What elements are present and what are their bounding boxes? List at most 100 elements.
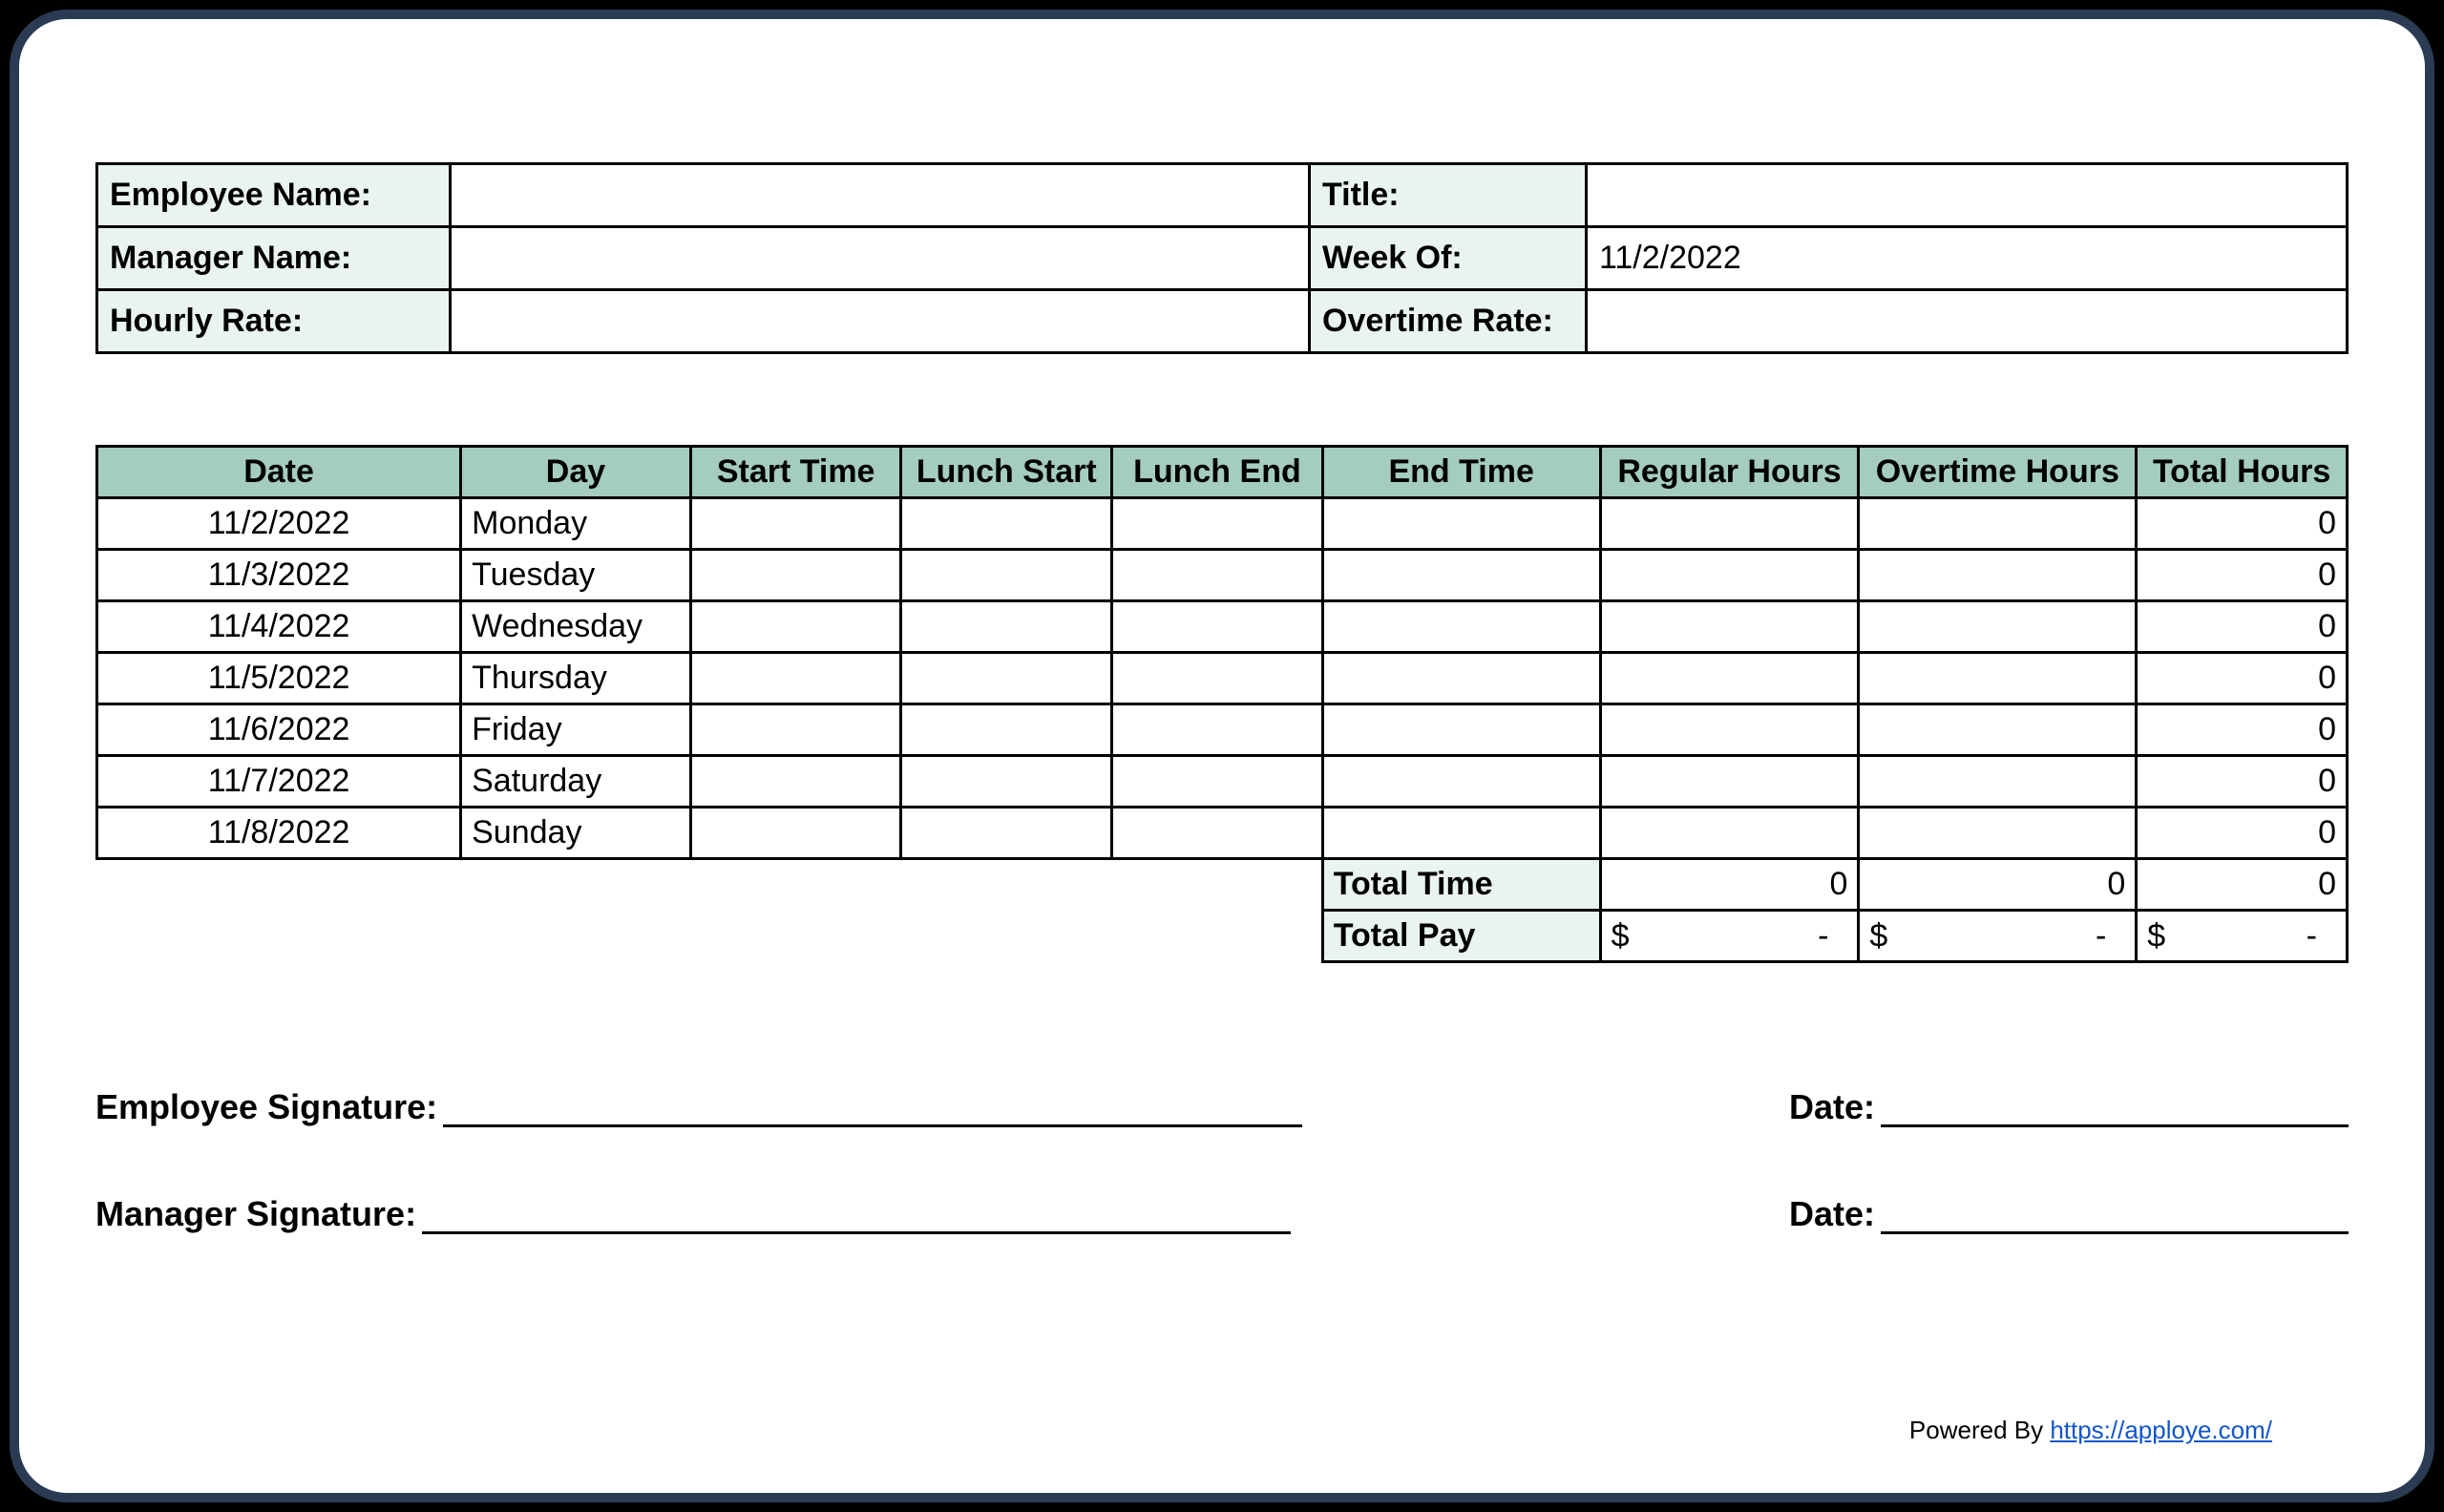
cell-lunch-end[interactable] — [1112, 704, 1323, 756]
cell-regular[interactable] — [1600, 756, 1859, 808]
employee-signature-row: Employee Signature: Date: — [95, 1087, 2349, 1127]
col-day: Day — [461, 447, 691, 498]
cell-total: 0 — [2137, 653, 2348, 704]
col-start: Start Time — [690, 447, 901, 498]
timesheet-row: 11/7/2022Saturday0 — [97, 756, 2348, 808]
regular-pay: $ - — [1600, 911, 1859, 962]
cell-lunch-end[interactable] — [1112, 550, 1323, 601]
cell-start[interactable] — [690, 704, 901, 756]
cell-start[interactable] — [690, 601, 901, 653]
manager-date-line[interactable] — [1881, 1200, 2349, 1234]
cell-lunch-start[interactable] — [901, 653, 1112, 704]
cell-regular[interactable] — [1600, 653, 1859, 704]
currency-symbol: $ — [1612, 917, 1630, 955]
overtime-rate-value[interactable] — [1587, 290, 2348, 353]
col-regular: Regular Hours — [1600, 447, 1859, 498]
timesheet-card: Employee Name: Title: Manager Name: Week… — [10, 10, 2434, 1502]
cell-end[interactable] — [1322, 498, 1600, 550]
total-time-row: Total Time 0 0 0 — [97, 859, 2348, 911]
cell-lunch-start[interactable] — [901, 601, 1112, 653]
cell-day[interactable]: Monday — [461, 498, 691, 550]
cell-overtime[interactable] — [1859, 808, 2137, 859]
cell-day[interactable]: Friday — [461, 704, 691, 756]
cell-start[interactable] — [690, 498, 901, 550]
hourly-rate-value[interactable] — [451, 290, 1310, 353]
manager-date-label: Date: — [1789, 1194, 1875, 1234]
cell-lunch-start[interactable] — [901, 704, 1112, 756]
cell-end[interactable] — [1322, 601, 1600, 653]
col-end: End Time — [1322, 447, 1600, 498]
cell-overtime[interactable] — [1859, 704, 2137, 756]
cell-overtime[interactable] — [1859, 498, 2137, 550]
title-value[interactable] — [1587, 164, 2348, 227]
cell-overtime[interactable] — [1859, 653, 2137, 704]
cell-overtime[interactable] — [1859, 756, 2137, 808]
cell-regular[interactable] — [1600, 704, 1859, 756]
col-overtime: Overtime Hours — [1859, 447, 2137, 498]
cell-lunch-end[interactable] — [1112, 808, 1323, 859]
overtime-pay: $ - — [1859, 911, 2137, 962]
week-of-value[interactable]: 11/2/2022 — [1587, 227, 2348, 290]
cell-lunch-end[interactable] — [1112, 601, 1323, 653]
cell-day[interactable]: Wednesday — [461, 601, 691, 653]
cell-lunch-end[interactable] — [1112, 756, 1323, 808]
total-hours: 0 — [2137, 859, 2348, 911]
employee-date-line[interactable] — [1881, 1093, 2349, 1127]
cell-lunch-end[interactable] — [1112, 653, 1323, 704]
cell-lunch-start[interactable] — [901, 808, 1112, 859]
powered-by-text: Powered By — [1909, 1416, 2050, 1444]
total-pay: $ - — [2137, 911, 2348, 962]
cell-date[interactable]: 11/8/2022 — [97, 808, 461, 859]
total-pay-row: Total Pay $ - $ - $ - — [97, 911, 2348, 962]
cell-total: 0 — [2137, 704, 2348, 756]
cell-day[interactable]: Sunday — [461, 808, 691, 859]
cell-start[interactable] — [690, 550, 901, 601]
cell-total: 0 — [2137, 498, 2348, 550]
footer-link[interactable]: https://apploye.com/ — [2050, 1416, 2272, 1444]
cell-date[interactable]: 11/5/2022 — [97, 653, 461, 704]
total-pay-value: - — [2307, 917, 2317, 955]
cell-end[interactable] — [1322, 704, 1600, 756]
cell-end[interactable] — [1322, 808, 1600, 859]
cell-overtime[interactable] — [1859, 601, 2137, 653]
cell-day[interactable]: Thursday — [461, 653, 691, 704]
cell-lunch-start[interactable] — [901, 550, 1112, 601]
cell-date[interactable]: 11/3/2022 — [97, 550, 461, 601]
info-row: Manager Name: Week Of: 11/2/2022 — [97, 227, 2348, 290]
employee-name-value[interactable] — [451, 164, 1310, 227]
cell-end[interactable] — [1322, 756, 1600, 808]
cell-date[interactable]: 11/2/2022 — [97, 498, 461, 550]
cell-lunch-end[interactable] — [1112, 498, 1323, 550]
cell-overtime[interactable] — [1859, 550, 2137, 601]
total-regular: 0 — [1600, 859, 1859, 911]
total-time-label: Total Time — [1322, 859, 1600, 911]
timesheet-row: 11/8/2022Sunday0 — [97, 808, 2348, 859]
manager-name-value[interactable] — [451, 227, 1310, 290]
employee-signature-line[interactable] — [443, 1093, 1302, 1127]
cell-end[interactable] — [1322, 653, 1600, 704]
cell-date[interactable]: 11/6/2022 — [97, 704, 461, 756]
cell-start[interactable] — [690, 756, 901, 808]
cell-end[interactable] — [1322, 550, 1600, 601]
cell-regular[interactable] — [1600, 498, 1859, 550]
cell-date[interactable]: 11/4/2022 — [97, 601, 461, 653]
footer: Powered By https://apploye.com/ — [1909, 1416, 2272, 1445]
info-row: Employee Name: Title: — [97, 164, 2348, 227]
total-overtime: 0 — [1859, 859, 2137, 911]
cell-date[interactable]: 11/7/2022 — [97, 756, 461, 808]
cell-lunch-start[interactable] — [901, 498, 1112, 550]
cell-start[interactable] — [690, 653, 901, 704]
cell-day[interactable]: Saturday — [461, 756, 691, 808]
cell-regular[interactable] — [1600, 550, 1859, 601]
cell-lunch-start[interactable] — [901, 756, 1112, 808]
total-pay-label: Total Pay — [1322, 911, 1600, 962]
col-date: Date — [97, 447, 461, 498]
cell-regular[interactable] — [1600, 808, 1859, 859]
cell-start[interactable] — [690, 808, 901, 859]
manager-name-label: Manager Name: — [97, 227, 451, 290]
cell-day[interactable]: Tuesday — [461, 550, 691, 601]
cell-regular[interactable] — [1600, 601, 1859, 653]
manager-signature-line[interactable] — [422, 1200, 1291, 1234]
info-row: Hourly Rate: Overtime Rate: — [97, 290, 2348, 353]
timesheet-row: 11/5/2022Thursday 0 — [97, 653, 2348, 704]
